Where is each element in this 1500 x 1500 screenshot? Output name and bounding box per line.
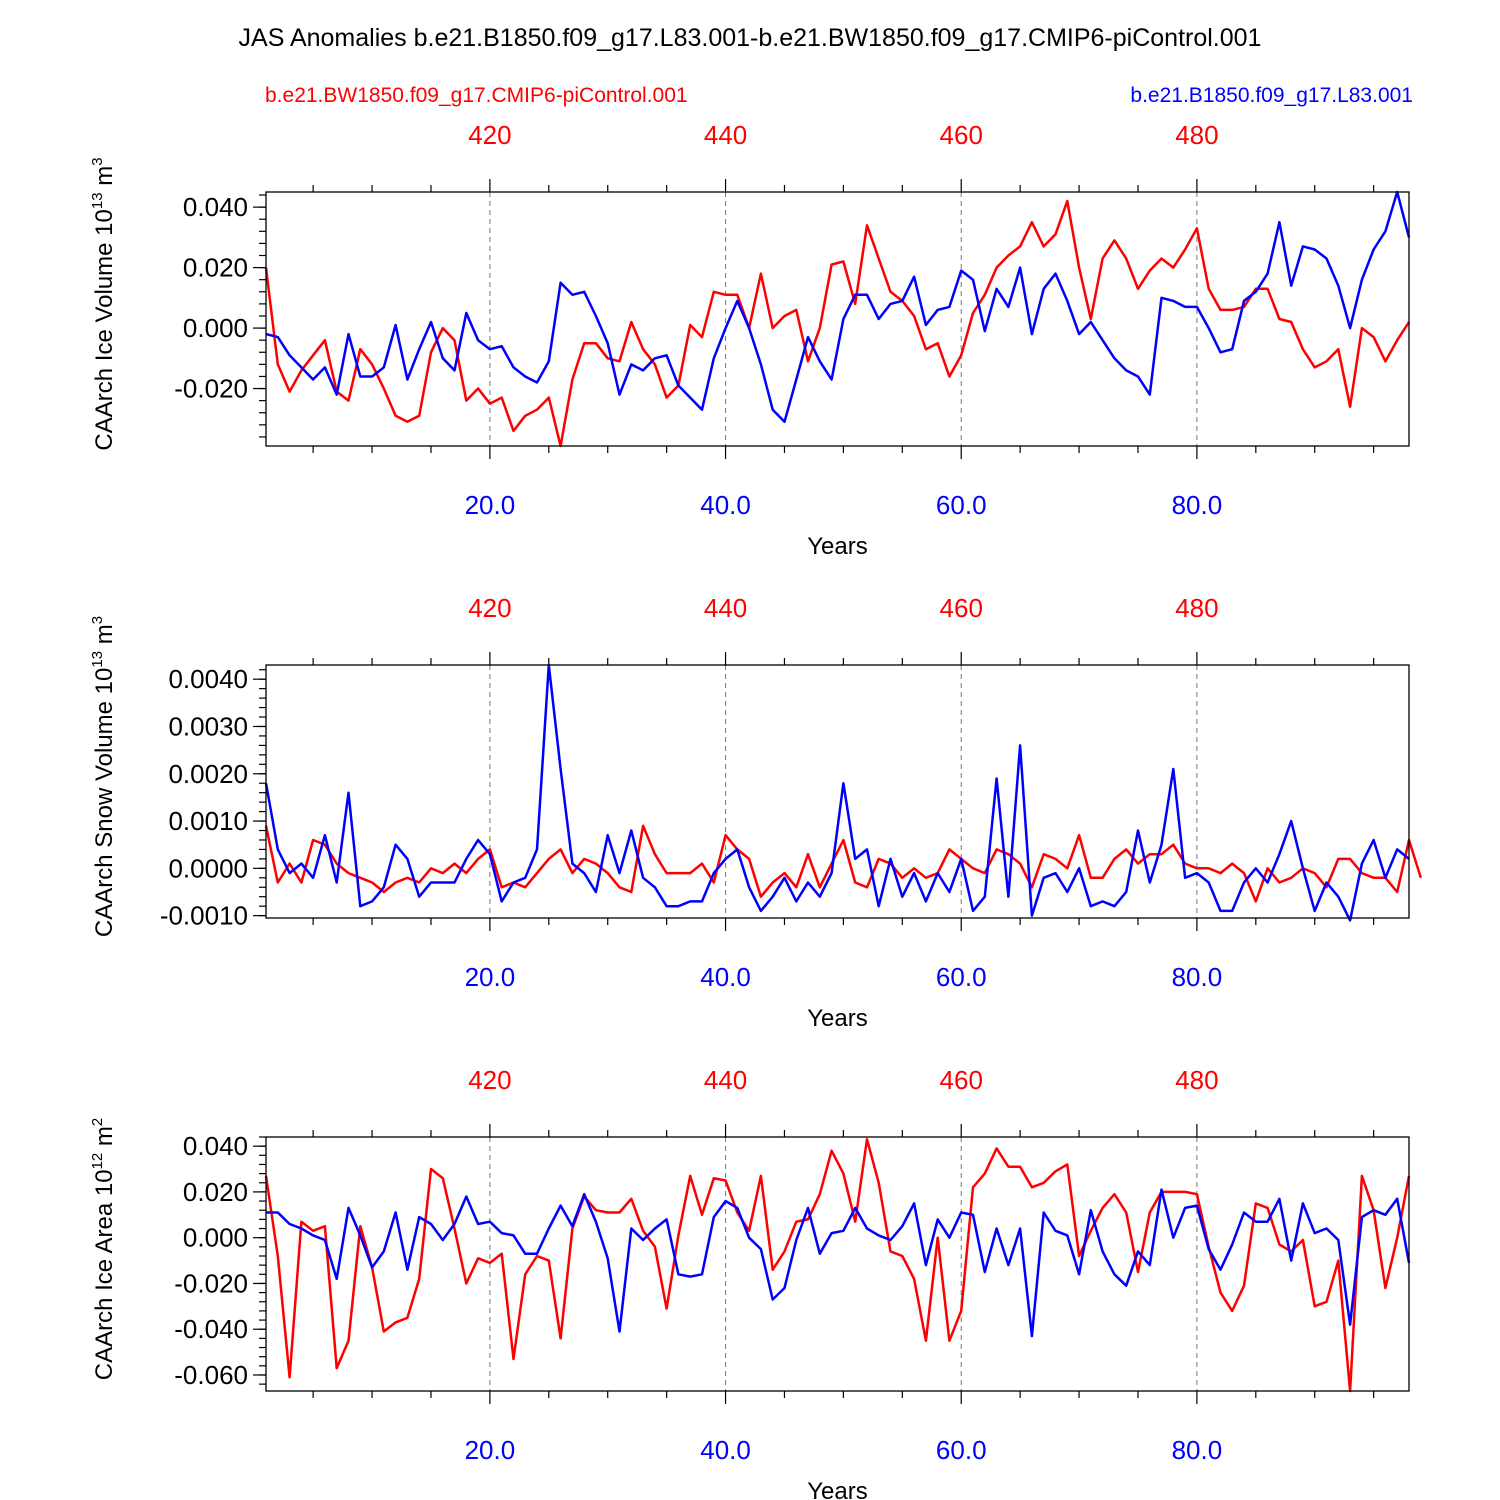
x-tick-label: 80.0 — [1172, 1435, 1223, 1465]
y-tick-label: 0.020 — [183, 1177, 248, 1207]
y-tick-label: 0.040 — [183, 1131, 248, 1161]
top-x-tick-label: 460 — [940, 120, 983, 150]
top-x-tick-label: 440 — [704, 120, 747, 150]
top-x-tick-label: 480 — [1175, 1065, 1218, 1095]
top-x-tick-label: 440 — [704, 593, 747, 623]
plot-frame — [265, 1136, 1410, 1392]
x-tick-label: 40.0 — [700, 1435, 751, 1465]
top-x-tick-label: 460 — [940, 593, 983, 623]
red-series-line — [264, 824, 1422, 903]
y-tick-label: -0.040 — [174, 1314, 248, 1344]
x-tick-label: 80.0 — [1172, 490, 1223, 520]
x-tick-label: 60.0 — [936, 490, 987, 520]
x-tick-label: 60.0 — [936, 1435, 987, 1465]
top-x-tick-label: 460 — [940, 1065, 983, 1095]
y-tick-label: 0.0000 — [168, 853, 248, 883]
y-axis-title: CAArch Snow Volume 1013 m3 — [89, 616, 118, 937]
red-series-line — [264, 1138, 1411, 1393]
y-tick-label: -0.020 — [174, 374, 248, 404]
legend-red-label: b.e21.BW1850.f09_g17.CMIP6-piControl.001 — [265, 84, 688, 107]
top-x-tick-label: 420 — [468, 120, 511, 150]
plot-frame — [265, 191, 1410, 447]
x-tick-label: 20.0 — [465, 490, 516, 520]
x-tick-label: 20.0 — [465, 962, 516, 992]
y-tick-label: 0.0030 — [168, 711, 248, 741]
y-tick-label: 0.000 — [183, 1223, 248, 1253]
top-x-tick-label: 420 — [468, 1065, 511, 1095]
page-title: JAS Anomalies b.e21.B1850.f09_g17.L83.00… — [239, 24, 1262, 52]
blue-series-line — [266, 1188, 1411, 1338]
y-tick-label: 0.020 — [183, 253, 248, 283]
plot-frame — [265, 664, 1410, 919]
ice-area-panel: -0.060 -0.040 -0.020 0.000 0.020 0.040 20.0 40.… — [89, 1065, 1411, 1500]
x-tick-label: 20.0 — [465, 1435, 516, 1465]
red-series-line — [264, 199, 1411, 448]
x-tick-label: 40.0 — [700, 962, 751, 992]
blue-series-line — [265, 190, 1411, 424]
top-x-tick-label: 480 — [1175, 593, 1218, 623]
y-tick-label: 0.040 — [183, 192, 248, 222]
y-tick-label: 0.000 — [183, 313, 248, 343]
legend-blue-label: b.e21.B1850.f09_g17.L83.001 — [1130, 84, 1413, 107]
x-tick-label: 80.0 — [1172, 962, 1223, 992]
y-tick-label: 0.0040 — [168, 664, 248, 694]
x-tick-label: 60.0 — [936, 962, 987, 992]
x-axis-title: Years — [807, 1478, 868, 1500]
top-x-tick-label: 440 — [704, 1065, 747, 1095]
y-tick-label: -0.060 — [174, 1360, 248, 1390]
y-tick-label: 0.0020 — [168, 759, 248, 789]
x-axis-title: Years — [807, 533, 868, 560]
y-tick-label: 0.0010 — [168, 806, 248, 836]
top-x-tick-label: 480 — [1175, 120, 1218, 150]
top-x-tick-label: 420 — [468, 593, 511, 623]
snow-volume-panel: -0.0010 0.0000 0.0010 0.0020 0.0030 0.0040 20.… — [89, 593, 1422, 1032]
blue-series-line — [264, 663, 1410, 922]
x-tick-label: 40.0 — [700, 490, 751, 520]
x-axis-title: Years — [807, 1005, 868, 1032]
y-axis-title: CAArch Ice Volume 1013 m3 — [89, 157, 118, 450]
ice-volume-panel: -0.020 0.000 0.020 0.040 20.0 40.0 60.0 80.0 420… — [89, 120, 1411, 560]
y-axis-title: CAArch Ice Area 1012 m2 — [89, 1118, 118, 1380]
y-tick-label: -0.0010 — [160, 901, 248, 931]
y-tick-label: -0.020 — [174, 1268, 248, 1298]
